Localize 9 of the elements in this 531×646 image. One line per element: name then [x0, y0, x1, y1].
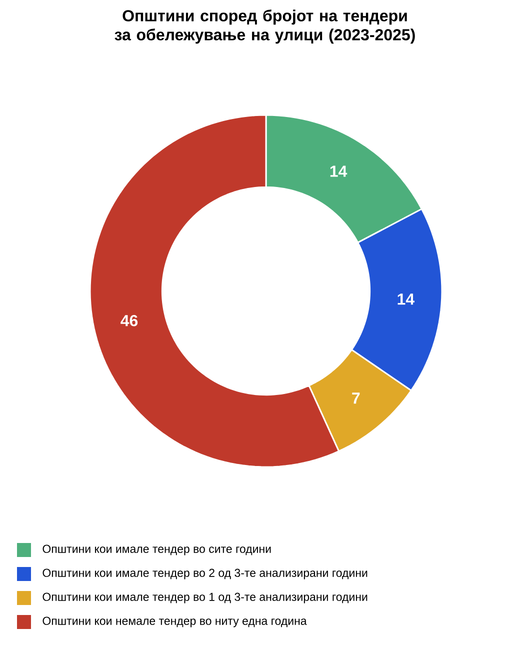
legend-label: Општини кои имале тендер во 1 од 3-те анализирани години: [42, 592, 368, 604]
chart-title: Општини според бројот на тендери за обележување на улици (2023-2025): [114, 10, 415, 44]
data-label: 7: [352, 392, 360, 404]
legend-label: Општини кои немале тендер во ниту една година: [42, 616, 307, 628]
legend-label: Општини кои имале тендер во сите години: [42, 544, 271, 556]
data-label: 46: [120, 314, 138, 326]
legend-label: Општини кои имале тендер во 2 од 3-те анализирани години: [42, 568, 368, 580]
data-label: 14: [330, 166, 348, 177]
data-label: 14: [398, 294, 414, 305]
